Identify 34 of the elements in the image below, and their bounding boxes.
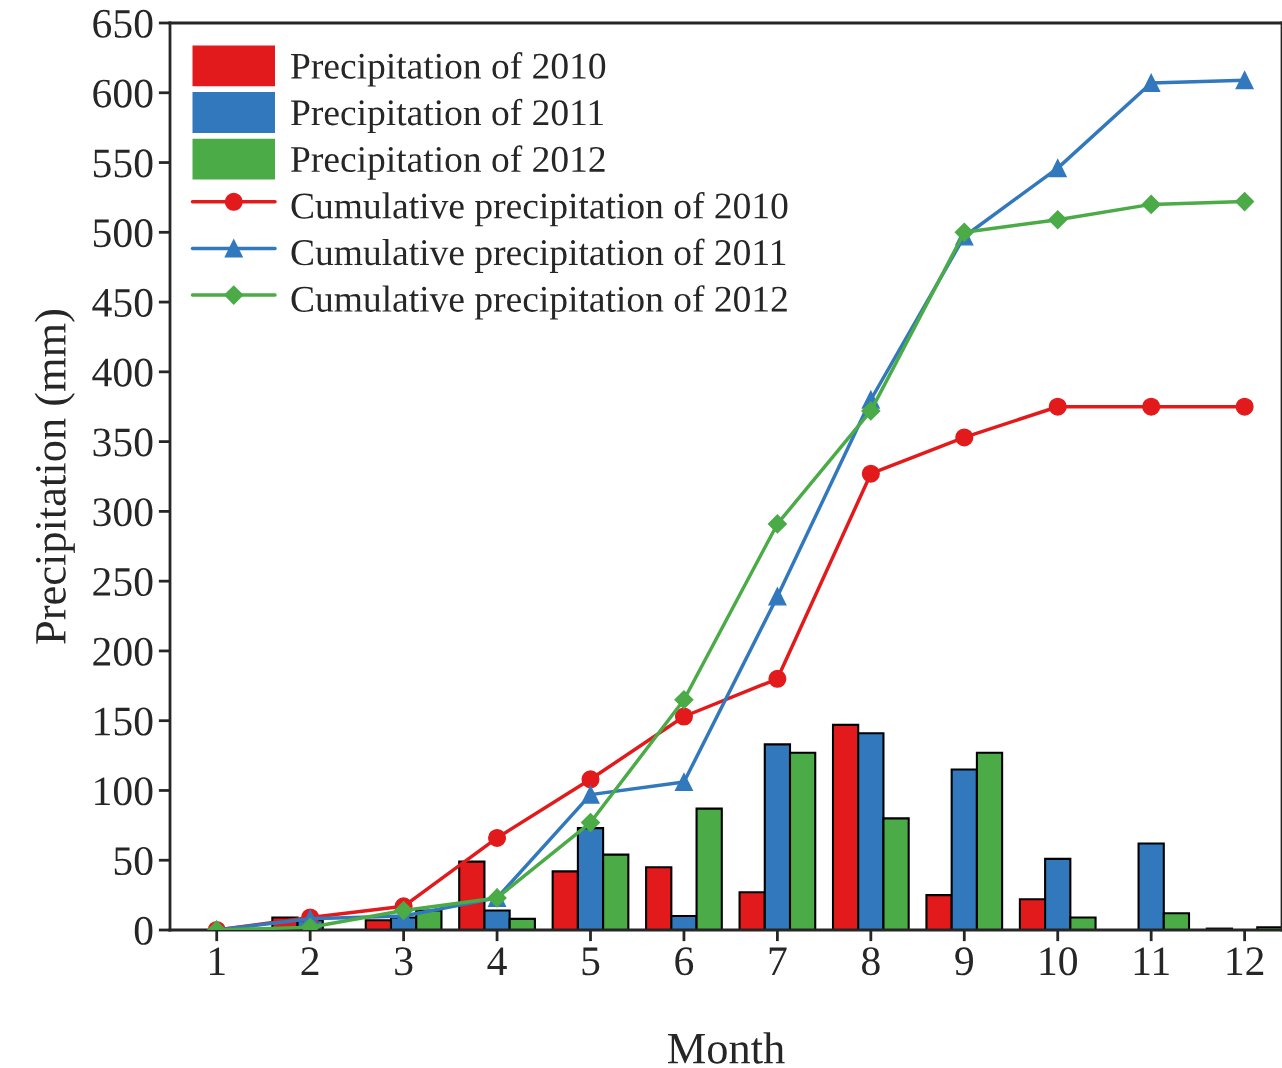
y-tick-label: 200: [93, 637, 153, 666]
legend-label: Cumulative precipitation of 2012: [291, 285, 787, 320]
x-tick-label: 7: [769, 947, 787, 975]
x-tick-label: 3: [395, 947, 413, 976]
y-axis-title: Precipitation (mm): [34, 309, 75, 644]
y-tick-label: 450: [92, 288, 153, 317]
x-tick-label: 12: [1227, 947, 1264, 975]
legend-label: Precipitation of 2011: [291, 98, 603, 134]
x-tick-label: 10: [1040, 947, 1077, 976]
y-tick-label: 400: [92, 358, 153, 387]
y-tick-label: 550: [93, 149, 153, 178]
x-tick-label: 6: [675, 947, 694, 976]
legend-label: Cumulative precipitation of 2011: [291, 238, 786, 273]
x-axis-title: Month: [668, 1032, 785, 1064]
y-tick-label: 250: [93, 567, 153, 597]
legend-label: Precipitation of 2010: [291, 52, 606, 87]
y-tick-label: 50: [114, 846, 153, 876]
y-tick-label: 300: [93, 498, 153, 527]
y-tick-label: 500: [93, 219, 153, 248]
y-tick-label: 350: [93, 428, 153, 457]
y-tick-label: 100: [95, 777, 153, 806]
y-tick-label: 650: [93, 9, 153, 38]
y-tick-label: 0: [134, 916, 153, 945]
x-tick-label: 5: [582, 947, 600, 976]
y-tick-label: 600: [93, 79, 153, 108]
x-tick-label: 8: [862, 947, 880, 976]
x-tick-label: 2: [301, 947, 319, 975]
y-tick-label: 150: [95, 707, 153, 736]
legend-label: Precipitation of 2012: [291, 145, 605, 180]
x-tick-label: 11: [1134, 947, 1169, 975]
x-tick-label: 1: [209, 947, 225, 975]
x-tick-label: 4: [487, 947, 507, 975]
legend-label: Cumulative precipitation of 2010: [291, 191, 788, 227]
x-tick-label: 9: [955, 947, 973, 976]
